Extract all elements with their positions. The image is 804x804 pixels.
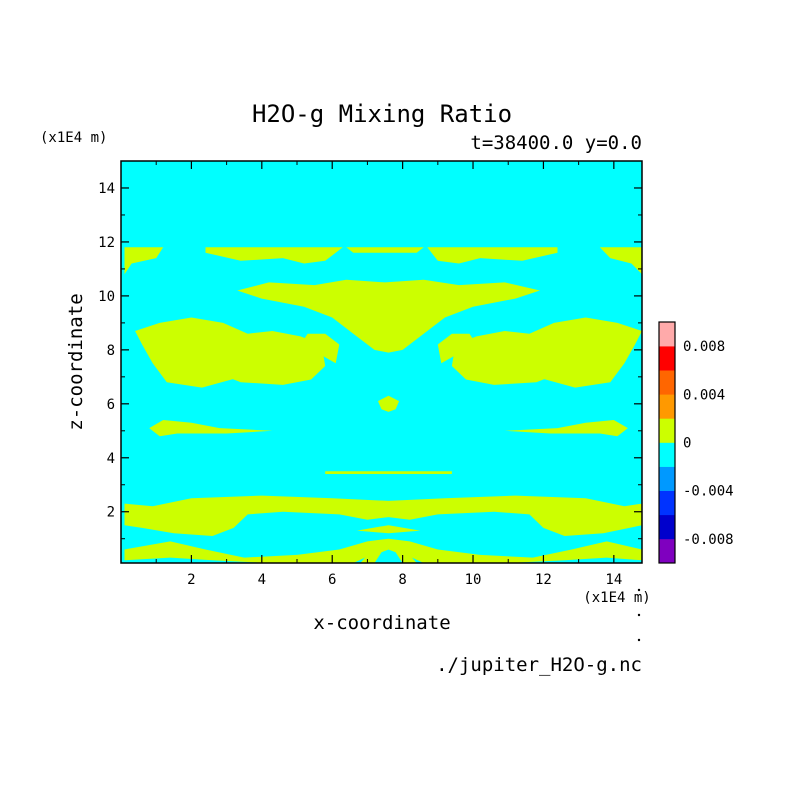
colorbar-swatch: [659, 442, 675, 467]
contour-region-mid-upper: [237, 279, 540, 353]
contour-region-upper-band: [427, 247, 558, 264]
chart-title: H2O-g Mixing Ratio: [252, 100, 512, 128]
x-axis-ticks: 2 4 6 8 10 12 14: [155, 161, 622, 588]
colorbar-label: -0.008: [683, 532, 734, 548]
marker-dots: [637, 588, 641, 642]
contour-region-lower-band: [124, 495, 642, 536]
x-tick-label: 6: [328, 572, 336, 588]
colorbar-swatch: [659, 514, 675, 540]
colorbar-swatch: [659, 538, 675, 564]
x-tick-label: 2: [187, 572, 195, 588]
chart-subtitle: t=38400.0 y=0.0: [470, 132, 642, 154]
colorbar-swatch: [659, 394, 675, 419]
y-tick-label: 2: [107, 505, 115, 521]
plot-frame: [120, 160, 643, 564]
marker-dot: [637, 638, 641, 642]
y-tick-label: 10: [98, 289, 115, 305]
contour-region-lower-band: [356, 525, 421, 534]
x-axis-label: x-coordinate: [313, 612, 450, 634]
contour-region-center-dot: [378, 395, 400, 412]
colorbar-label: 0.008: [683, 339, 725, 355]
y-axis-ticks: 2 4 6 8 10 12 14: [98, 181, 642, 540]
colorbar-label: 0: [683, 436, 691, 452]
colorbar-swatch: [659, 418, 675, 443]
plot-area: [120, 160, 643, 564]
colorbar-label: 0.004: [683, 387, 725, 403]
contour-region-right-eddy: [437, 333, 481, 366]
colorbar-swatch: [659, 346, 675, 371]
contour-region-right-blob: [451, 317, 642, 388]
y-tick-label: 8: [107, 343, 115, 359]
y-tick-label: 12: [98, 235, 115, 251]
y-axis-label: z-coordinate: [65, 293, 87, 430]
contour-regions: [124, 247, 642, 563]
contour-region-left-streak: [149, 420, 273, 437]
marker-dot: [637, 613, 641, 617]
x-tick-label: 8: [398, 572, 406, 588]
colorbar: -0.008 -0.004 0 0.004 0.008: [658, 321, 734, 564]
contour-region-thin-line: [325, 471, 452, 474]
colorbar-swatch: [659, 322, 675, 347]
contour-region-left-eddy: [297, 333, 340, 366]
contour-region-upper-band: [599, 247, 642, 275]
contour-region-upper-band: [205, 247, 343, 264]
y-axis-unit: (x1E4 m): [40, 130, 107, 146]
colorbar-swatch: [659, 370, 675, 395]
contour-region-left-blob: [135, 317, 326, 388]
x-tick-label: 4: [258, 572, 266, 588]
colorbar-label: -0.004: [683, 484, 734, 500]
contour-region-upper-band: [346, 247, 424, 253]
colorbar-swatch: [659, 490, 675, 516]
x-tick-label: 12: [535, 572, 552, 588]
colorbar-frame: [658, 321, 676, 564]
y-tick-label: 6: [107, 397, 115, 413]
x-axis-unit: (x1E4 m): [583, 590, 650, 606]
x-tick-label: 10: [465, 572, 482, 588]
contour-region-right-streak: [504, 420, 628, 437]
contour-region-upper-band: [124, 247, 164, 275]
colorbar-swatch: [659, 466, 675, 491]
marker-dot: [637, 588, 641, 592]
y-tick-label: 4: [107, 451, 115, 467]
y-tick-label: 14: [98, 181, 115, 197]
source-file-label: ./jupiter_H2O-g.nc: [436, 654, 642, 676]
x-tick-label: 14: [605, 572, 622, 588]
